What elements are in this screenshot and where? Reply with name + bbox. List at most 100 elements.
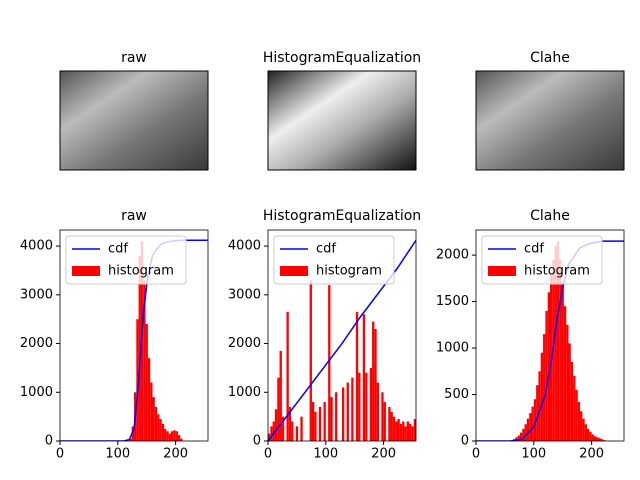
y-tick-label: 1000: [228, 385, 261, 400]
histogram-bar: [147, 358, 151, 441]
histogram-bar: [406, 421, 410, 441]
histogram-bar: [168, 433, 171, 441]
histogram-bar: [582, 418, 585, 441]
histogram-bar: [131, 426, 134, 441]
histogram-bar: [145, 324, 148, 441]
y-tick-label: 500: [444, 387, 469, 402]
histogram-bar: [270, 426, 273, 441]
histogram-bar: [279, 350, 282, 441]
histogram-bar: [392, 416, 396, 441]
x-tick-label: 0: [472, 447, 480, 462]
y-tick-label: 3000: [228, 287, 261, 302]
legend-label: cdf: [316, 242, 336, 257]
histogram-bar: [159, 419, 162, 441]
histogram-bar: [274, 409, 278, 441]
histogram-bar: [318, 406, 322, 441]
histogram-bar: [529, 413, 532, 441]
histogram-bar: [152, 397, 155, 441]
histogram-bar: [543, 334, 546, 441]
histogram-bar: [365, 372, 368, 441]
histogram-bar: [587, 428, 590, 441]
legend-label: cdf: [524, 242, 544, 257]
histogram-bar: [399, 423, 403, 441]
x-tick-label: 100: [313, 447, 338, 462]
histogram-bar: [150, 382, 153, 441]
histogram-bar: [563, 306, 567, 441]
legend-patch: [488, 266, 516, 276]
histogram-bar: [538, 371, 541, 441]
histogram-bar: [533, 399, 537, 441]
histogram-bar: [291, 421, 294, 441]
chart-title: raw: [121, 208, 147, 224]
histogram-bar: [515, 437, 518, 441]
histogram-bar: [573, 375, 576, 441]
histogram-bar: [381, 392, 384, 441]
histogram-bar: [589, 431, 592, 441]
x-tick-label: 200: [579, 447, 604, 462]
legend-label: histogram: [316, 264, 382, 279]
histogram-bar: [517, 435, 520, 441]
histogram-bar: [591, 434, 594, 441]
histogram-bar: [540, 352, 544, 441]
histogram-bar: [358, 372, 361, 441]
histogram-bar: [556, 241, 560, 441]
histogram-bar: [355, 311, 359, 441]
histogram-bar: [143, 280, 146, 441]
image-equalized: [267, 70, 417, 171]
histogram-bar: [575, 389, 578, 441]
y-tick-label: 3000: [20, 287, 53, 302]
x-tick-label: 0: [264, 447, 272, 462]
histogram-bar: [157, 414, 160, 441]
histogram-bar: [161, 423, 165, 441]
y-tick-label: 1000: [20, 385, 53, 400]
histogram-bar: [526, 418, 530, 441]
histogram-bar: [383, 402, 386, 441]
image-title: Clahe: [530, 50, 570, 66]
histogram-bar: [566, 324, 569, 441]
histogram-bar: [603, 440, 606, 441]
histogram-bar: [397, 419, 400, 441]
histogram-bar: [390, 411, 393, 441]
legend-patch: [72, 266, 100, 276]
histogram-bar: [536, 385, 539, 441]
histogram-bar: [268, 433, 271, 441]
image-title: raw: [121, 50, 147, 66]
x-tick-label: 100: [521, 447, 546, 462]
chart-title: Clahe: [530, 208, 570, 224]
histogram-bar: [568, 343, 571, 441]
axes-frame: [59, 229, 209, 442]
histogram-bar: [559, 259, 562, 441]
y-tick-label: 4000: [20, 239, 53, 254]
histogram-bar: [323, 402, 326, 441]
histogram-bar: [531, 406, 534, 441]
histogram-bar: [577, 401, 581, 441]
histogram-bar: [177, 435, 181, 441]
y-tick-label: 2000: [20, 336, 53, 351]
y-tick-label: 2000: [228, 336, 261, 351]
histogram-bar: [524, 424, 527, 441]
histogram-bar: [522, 428, 525, 441]
y-tick-label: 1500: [436, 294, 469, 309]
histogram-bar: [351, 377, 354, 441]
legend-patch: [280, 266, 308, 276]
x-tick-label: 200: [371, 447, 396, 462]
histogram-bar: [171, 431, 174, 441]
histogram-bar: [593, 436, 597, 441]
histogram-bar: [173, 430, 176, 441]
y-tick-label: 4000: [228, 239, 261, 254]
histogram-bar: [136, 319, 139, 441]
histogram-bar: [402, 421, 405, 441]
axes-frame: [475, 229, 625, 442]
histogram-bar: [272, 421, 275, 441]
histogram-bar: [335, 392, 338, 441]
histogram-bar: [411, 426, 414, 441]
histogram-bar: [154, 406, 158, 441]
histogram-bar: [180, 438, 183, 441]
histogram-bar: [175, 431, 178, 441]
legend-label: cdf: [108, 242, 128, 257]
legend-label: histogram: [524, 264, 590, 279]
histogram-bar: [286, 311, 289, 441]
histogram-bar: [277, 377, 280, 441]
histogram-bar: [288, 406, 292, 441]
